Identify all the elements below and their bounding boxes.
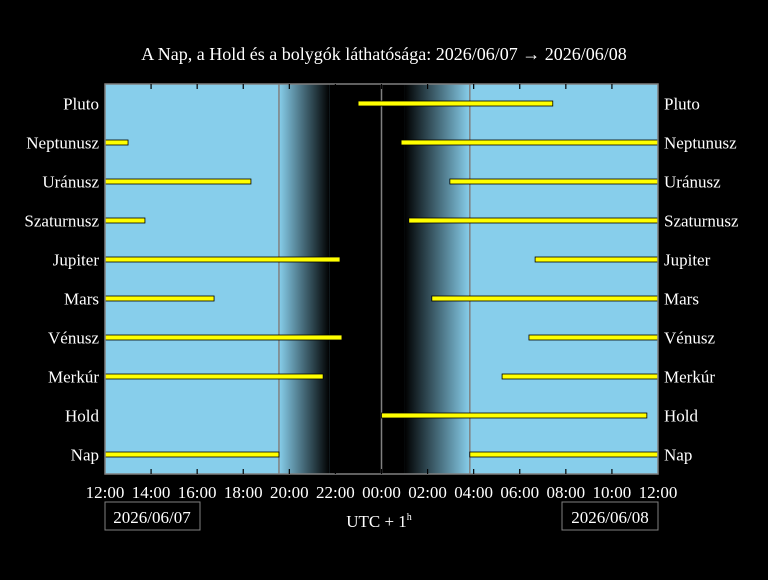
x-tick-label: 18:00 <box>224 483 263 502</box>
visibility-bar-uránusz <box>449 178 659 185</box>
body-label-right: Jupiter <box>664 251 711 270</box>
body-label-right: Hold <box>664 407 699 426</box>
visibility-bar-jupiter <box>534 256 659 263</box>
visibility-bar-szaturnusz <box>408 217 659 224</box>
body-labels: Pluto Pluto Neptunusz Neptunusz Uránusz Uránu… <box>24 95 739 465</box>
visibility-bar-mars <box>431 295 659 302</box>
visibility-bar-vénusz <box>104 334 343 341</box>
end-date-label: 2026/06/08 <box>571 508 648 527</box>
visibility-bar-szaturnusz <box>104 217 146 224</box>
visibility-bar-pluto <box>357 100 554 107</box>
body-label-left: Szaturnusz <box>24 212 99 231</box>
body-label-right: Pluto <box>664 95 700 114</box>
body-label-left: Nap <box>71 446 99 465</box>
x-tick-label: 02:00 <box>408 483 447 502</box>
x-tick-label: 16:00 <box>178 483 217 502</box>
x-axis-label-text: UTC + 1 <box>346 512 407 531</box>
dawn-gradient <box>404 84 470 474</box>
x-tick-label: 08:00 <box>546 483 585 502</box>
body-label-left: Uránusz <box>42 173 99 192</box>
plot-area <box>104 83 659 475</box>
body-label-left: Vénusz <box>48 329 99 348</box>
x-tick-label: 00:00 <box>362 483 401 502</box>
visibility-bar-neptunusz <box>104 139 129 146</box>
body-label-right: Uránusz <box>664 173 721 192</box>
body-label-left: Merkúr <box>48 368 99 387</box>
x-axis: 12:00 14:00 16:00 18:00 20:00 22:00 00:00 02:00… <box>86 84 678 502</box>
body-label-left: Pluto <box>63 95 99 114</box>
x-tick-label: 22:00 <box>316 483 355 502</box>
body-label-right: Neptunusz <box>664 134 737 153</box>
body-label-right: Szaturnusz <box>664 212 739 231</box>
start-date-box <box>104 501 201 531</box>
night-band <box>329 84 405 474</box>
visibility-bar-merkúr <box>104 373 324 380</box>
visibility-bar-neptunusz <box>400 139 659 146</box>
visibility-bar-merkúr <box>501 373 659 380</box>
x-tick-label: 10:00 <box>593 483 632 502</box>
body-label-left: Jupiter <box>53 251 100 270</box>
body-label-right: Nap <box>664 446 692 465</box>
body-label-right: Mars <box>664 290 699 309</box>
body-label-right: Vénusz <box>664 329 715 348</box>
visibility-bar-nap <box>104 451 280 458</box>
x-axis-label-superscript: h <box>407 512 412 523</box>
dusk-gradient <box>278 84 330 474</box>
visibility-bar-uránusz <box>104 178 252 185</box>
x-tick-label: 12:00 <box>86 483 125 502</box>
body-label-left: Mars <box>64 290 99 309</box>
visibility-bar-nap <box>469 451 659 458</box>
x-tick-label: 20:00 <box>270 483 309 502</box>
body-label-left: Neptunusz <box>26 134 99 153</box>
visibility-bar-vénusz <box>528 334 659 341</box>
x-tick-label: 06:00 <box>500 483 539 502</box>
x-tick-label: 04:00 <box>454 483 493 502</box>
end-date-box <box>561 501 659 531</box>
x-axis-label: UTC + 1h <box>346 512 412 531</box>
x-tick-label: 14:00 <box>132 483 171 502</box>
x-tick-label: 12:00 <box>639 483 678 502</box>
visibility-bar-jupiter <box>104 256 341 263</box>
visibility-bar-mars <box>104 295 215 302</box>
start-date-label: 2026/06/07 <box>113 508 191 527</box>
chart-title: A Nap, a Hold és a bolygók láthatósága: … <box>141 44 626 64</box>
body-label-right: Merkúr <box>664 368 715 387</box>
body-label-left: Hold <box>65 407 100 426</box>
visibility-bar-hold <box>381 412 648 419</box>
